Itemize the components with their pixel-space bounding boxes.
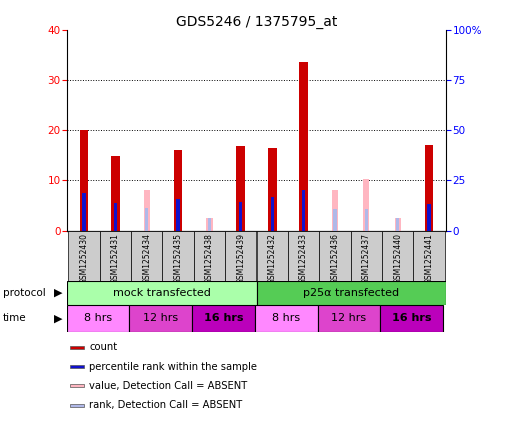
- Bar: [365, 209, 368, 231]
- Text: mock transfected: mock transfected: [113, 288, 210, 298]
- Text: ▶: ▶: [54, 313, 63, 323]
- Text: 16 hrs: 16 hrs: [392, 313, 431, 323]
- Bar: [144, 190, 150, 231]
- Bar: [268, 148, 277, 231]
- Bar: [382, 231, 413, 281]
- Text: GSM1252430: GSM1252430: [80, 233, 88, 284]
- Bar: [70, 346, 84, 349]
- Bar: [381, 305, 443, 332]
- Text: GSM1252435: GSM1252435: [173, 233, 183, 284]
- Bar: [256, 231, 288, 281]
- Bar: [100, 231, 131, 281]
- Bar: [394, 218, 401, 231]
- Bar: [350, 231, 382, 281]
- Text: 8 hrs: 8 hrs: [272, 313, 301, 323]
- Bar: [333, 209, 337, 231]
- Bar: [236, 146, 245, 231]
- Bar: [363, 179, 369, 231]
- Text: GSM1252441: GSM1252441: [425, 233, 433, 284]
- Text: 12 hrs: 12 hrs: [331, 313, 367, 323]
- Text: value, Detection Call = ABSENT: value, Detection Call = ABSENT: [89, 381, 248, 391]
- Text: GSM1252431: GSM1252431: [111, 233, 120, 284]
- Bar: [67, 281, 256, 305]
- Bar: [271, 198, 274, 231]
- Bar: [255, 305, 318, 332]
- Text: GSM1252436: GSM1252436: [330, 233, 340, 284]
- Text: 16 hrs: 16 hrs: [204, 313, 243, 323]
- Bar: [194, 231, 225, 281]
- Bar: [425, 145, 433, 231]
- Bar: [427, 204, 430, 231]
- Text: percentile rank within the sample: percentile rank within the sample: [89, 362, 258, 372]
- Text: protocol: protocol: [3, 288, 45, 298]
- Bar: [318, 305, 381, 332]
- Bar: [131, 231, 163, 281]
- Bar: [239, 202, 242, 231]
- Text: GSM1252434: GSM1252434: [142, 233, 151, 284]
- Bar: [174, 150, 183, 231]
- Bar: [192, 305, 255, 332]
- Text: GSM1252440: GSM1252440: [393, 233, 402, 284]
- Text: GSM1252437: GSM1252437: [362, 233, 371, 284]
- Bar: [68, 231, 100, 281]
- Bar: [206, 218, 212, 231]
- Text: rank, Detection Call = ABSENT: rank, Detection Call = ABSENT: [89, 400, 243, 410]
- Bar: [111, 156, 120, 231]
- Text: count: count: [89, 342, 117, 352]
- Bar: [145, 209, 148, 231]
- Bar: [256, 281, 446, 305]
- Text: time: time: [3, 313, 26, 323]
- Text: p25α transfected: p25α transfected: [303, 288, 400, 298]
- Text: GSM1252433: GSM1252433: [299, 233, 308, 284]
- Bar: [176, 199, 180, 231]
- Bar: [208, 219, 211, 231]
- Bar: [163, 231, 194, 281]
- Text: GSM1252439: GSM1252439: [236, 233, 245, 284]
- Bar: [83, 193, 86, 231]
- Bar: [413, 231, 445, 281]
- Bar: [288, 231, 319, 281]
- Bar: [67, 305, 129, 332]
- Bar: [319, 231, 350, 281]
- Text: 12 hrs: 12 hrs: [143, 313, 179, 323]
- Text: GSM1252432: GSM1252432: [268, 233, 277, 284]
- Bar: [299, 62, 308, 231]
- Bar: [80, 130, 88, 231]
- Bar: [129, 305, 192, 332]
- Bar: [114, 203, 117, 231]
- Text: ▶: ▶: [54, 288, 63, 298]
- Bar: [396, 219, 399, 231]
- Bar: [70, 365, 84, 368]
- Bar: [70, 404, 84, 407]
- Text: GSM1252438: GSM1252438: [205, 233, 214, 284]
- Bar: [332, 190, 338, 231]
- Text: 8 hrs: 8 hrs: [84, 313, 112, 323]
- Bar: [225, 231, 256, 281]
- Bar: [70, 385, 84, 387]
- Text: GDS5246 / 1375795_at: GDS5246 / 1375795_at: [176, 15, 337, 29]
- Bar: [302, 190, 305, 231]
